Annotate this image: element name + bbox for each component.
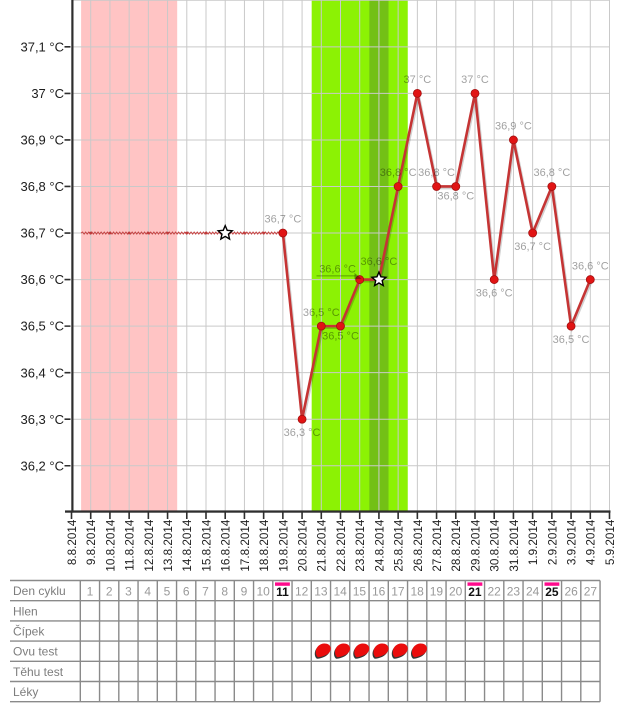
svg-text:6: 6 xyxy=(183,584,190,598)
svg-text:18.8.2014: 18.8.2014 xyxy=(258,519,271,571)
svg-text:18: 18 xyxy=(411,584,425,598)
svg-text:Hlen: Hlen xyxy=(13,604,38,618)
svg-text:10.8.2014: 10.8.2014 xyxy=(104,519,117,571)
svg-text:22.8.2014: 22.8.2014 xyxy=(335,519,348,571)
svg-text:14.8.2014: 14.8.2014 xyxy=(181,519,194,571)
svg-text:24.8.2014: 24.8.2014 xyxy=(373,519,386,571)
svg-text:Léky: Léky xyxy=(13,685,38,699)
svg-text:36,4 °C: 36,4 °C xyxy=(20,365,64,380)
svg-text:36,8 °C: 36,8 °C xyxy=(437,191,474,203)
svg-text:37,1 °C: 37,1 °C xyxy=(20,39,64,54)
svg-text:36,8 °C: 36,8 °C xyxy=(20,179,64,194)
svg-text:5: 5 xyxy=(164,584,171,598)
svg-text:15.8.2014: 15.8.2014 xyxy=(200,519,213,571)
svg-text:36,8 °C: 36,8 °C xyxy=(533,167,570,179)
svg-text:30.8.2014: 30.8.2014 xyxy=(489,519,502,571)
svg-text:22: 22 xyxy=(488,584,502,598)
svg-text:15: 15 xyxy=(353,584,367,598)
svg-text:12.8.2014: 12.8.2014 xyxy=(143,519,156,571)
svg-text:11.8.2014: 11.8.2014 xyxy=(124,519,137,571)
svg-text:Čípek: Čípek xyxy=(13,624,45,639)
svg-text:2.9.2014: 2.9.2014 xyxy=(546,519,559,565)
svg-text:36,6 °C: 36,6 °C xyxy=(361,256,398,268)
svg-text:36,5 °C: 36,5 °C xyxy=(322,330,359,342)
svg-text:4: 4 xyxy=(144,584,151,598)
svg-text:24: 24 xyxy=(526,584,540,598)
svg-text:37 °C: 37 °C xyxy=(404,74,432,86)
svg-text:25.8.2014: 25.8.2014 xyxy=(393,519,406,571)
svg-text:17: 17 xyxy=(391,584,405,598)
svg-text:Těhu test: Těhu test xyxy=(13,665,64,679)
svg-text:8.8.2014: 8.8.2014 xyxy=(66,519,79,565)
svg-text:36,6 °C: 36,6 °C xyxy=(476,287,513,299)
svg-text:36,6 °C: 36,6 °C xyxy=(20,272,64,287)
svg-text:2: 2 xyxy=(106,584,113,598)
svg-text:20.8.2014: 20.8.2014 xyxy=(296,519,309,571)
svg-text:19.8.2014: 19.8.2014 xyxy=(277,519,290,571)
svg-text:36,8 °C: 36,8 °C xyxy=(418,167,455,179)
svg-text:5.9.2014: 5.9.2014 xyxy=(604,519,617,565)
svg-text:23: 23 xyxy=(507,584,521,598)
svg-text:23.8.2014: 23.8.2014 xyxy=(354,519,367,571)
svg-text:1: 1 xyxy=(87,584,94,598)
svg-text:Ovu test: Ovu test xyxy=(13,645,58,659)
svg-text:3.9.2014: 3.9.2014 xyxy=(565,519,578,565)
svg-text:21: 21 xyxy=(468,585,482,599)
svg-text:14: 14 xyxy=(334,584,348,598)
svg-text:36,7 °C: 36,7 °C xyxy=(20,226,64,241)
svg-text:36,7 °C: 36,7 °C xyxy=(514,241,551,253)
svg-text:36,5 °C: 36,5 °C xyxy=(553,334,590,346)
svg-text:36,6 °C: 36,6 °C xyxy=(319,264,356,276)
svg-text:29.8.2014: 29.8.2014 xyxy=(469,519,482,571)
svg-text:13: 13 xyxy=(314,584,328,598)
svg-text:19: 19 xyxy=(430,584,444,598)
svg-text:12: 12 xyxy=(295,584,309,598)
svg-text:16.8.2014: 16.8.2014 xyxy=(220,519,233,571)
svg-text:17.8.2014: 17.8.2014 xyxy=(239,519,252,571)
svg-text:31.8.2014: 31.8.2014 xyxy=(508,519,521,571)
svg-text:11: 11 xyxy=(276,585,289,599)
svg-text:Den cyklu: Den cyklu xyxy=(13,584,66,598)
svg-text:27: 27 xyxy=(584,584,598,598)
svg-text:13.8.2014: 13.8.2014 xyxy=(162,519,175,571)
svg-text:7: 7 xyxy=(202,584,209,598)
svg-text:25: 25 xyxy=(545,585,559,599)
svg-text:26.8.2014: 26.8.2014 xyxy=(412,519,425,571)
svg-text:36,7 °C: 36,7 °C xyxy=(264,214,301,226)
svg-text:21.8.2014: 21.8.2014 xyxy=(316,519,329,571)
svg-text:36,8 °C: 36,8 °C xyxy=(380,167,417,179)
svg-text:36,5 °C: 36,5 °C xyxy=(303,307,340,319)
svg-text:26: 26 xyxy=(564,584,578,598)
svg-text:36,5 °C: 36,5 °C xyxy=(20,319,64,334)
svg-text:27.8.2014: 27.8.2014 xyxy=(431,519,444,571)
svg-text:36,2 °C: 36,2 °C xyxy=(20,458,64,473)
svg-text:4.9.2014: 4.9.2014 xyxy=(585,519,598,565)
svg-text:10: 10 xyxy=(257,584,271,598)
svg-text:3: 3 xyxy=(125,584,132,598)
svg-text:36,3 °C: 36,3 °C xyxy=(20,412,64,427)
svg-text:36,9 °C: 36,9 °C xyxy=(495,121,532,133)
svg-text:1.9.2014: 1.9.2014 xyxy=(527,519,540,565)
svg-text:37 °C: 37 °C xyxy=(461,74,489,86)
svg-text:16: 16 xyxy=(372,584,386,598)
svg-text:36,6 °C: 36,6 °C xyxy=(572,260,609,272)
svg-text:9.8.2014: 9.8.2014 xyxy=(85,519,98,565)
svg-text:8: 8 xyxy=(221,584,228,598)
svg-text:20: 20 xyxy=(449,584,463,598)
svg-text:37 °C: 37 °C xyxy=(31,86,64,101)
svg-text:36,3 °C: 36,3 °C xyxy=(284,427,321,439)
svg-text:9: 9 xyxy=(241,584,248,598)
svg-text:28.8.2014: 28.8.2014 xyxy=(450,519,463,571)
svg-text:36,9 °C: 36,9 °C xyxy=(20,133,64,148)
